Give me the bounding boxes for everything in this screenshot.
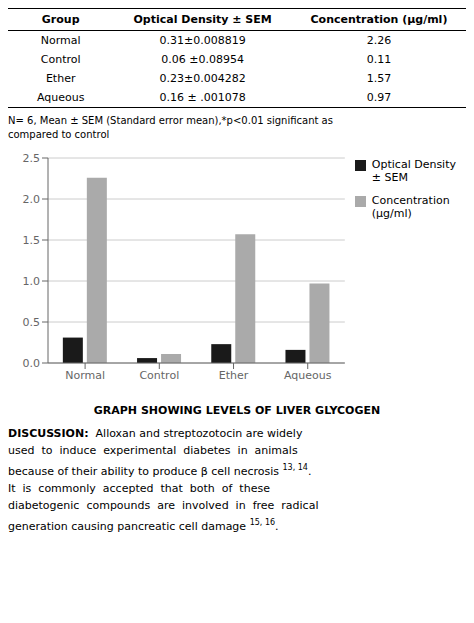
html-text:compared to control: compared to control	[8, 129, 110, 140]
svg-text:0.0: 0.0	[23, 357, 41, 370]
html-text:1.57: 1.57	[366, 72, 392, 85]
svg-text:Aqueous: Aqueous	[284, 369, 332, 382]
html-text:Aqueous: Aqueous	[36, 91, 85, 104]
svg-text:2.5: 2.5	[23, 152, 41, 165]
html-text:2.26: 2.26	[366, 34, 392, 47]
html-text:0.06 ±0.08954: 0.06 ±0.08954	[161, 53, 244, 66]
html-text:DISCUSSION: Alloxan and strept: DISCUSSION: Alloxan and streptozotocin a…	[8, 427, 303, 440]
html-text:0.23±0.004282: 0.23±0.004282	[159, 72, 246, 85]
html-text:0.16 ± .001078: 0.16 ± .001078	[159, 91, 246, 104]
svg-text:Ether: Ether	[219, 369, 249, 382]
html-text:generation causing pancreatic: generation causing pancreatic cell damag…	[8, 517, 279, 533]
html-text:GRAPH SHOWING LEVELS OF LIVER: GRAPH SHOWING LEVELS OF LIVER GLYCOGEN	[93, 404, 381, 417]
svg-text:1.5: 1.5	[23, 234, 41, 247]
svg-text:Normal: Normal	[65, 369, 105, 382]
html-text:Concentration (µg/ml): Concentration (µg/ml)	[371, 194, 450, 220]
html-text:Group: Group	[41, 13, 80, 26]
html-text:Normal: Normal	[40, 34, 81, 47]
html-text:Concentration (µg/ml): Concentration (µg/ml)	[310, 13, 448, 26]
html-text:0.97: 0.97	[366, 91, 392, 104]
html-text:Control: Control	[40, 53, 81, 66]
html-text:0.31±0.008819: 0.31±0.008819	[159, 34, 246, 47]
svg-text:2.0: 2.0	[23, 193, 41, 206]
html-text:It is commonly accepted that b: It is commonly accepted that both of the…	[8, 481, 270, 495]
html-text:N= 6, Mean ± SEM (Standard err: N= 6, Mean ± SEM (Standard error mean),*…	[8, 115, 333, 126]
html-text:because of their ability to pr: because of their ability to produce β ce…	[8, 463, 312, 478]
html-text:Ether: Ether	[45, 72, 76, 85]
html-text:Optical Density ± SEM: Optical Density ± SEM	[133, 13, 272, 26]
html-text:Optical Density ± SEM: Optical Density ± SEM	[371, 158, 456, 184]
svg-text:1.0: 1.0	[23, 275, 41, 288]
html-text:0.11: 0.11	[366, 53, 392, 66]
svg-text:Control: Control	[139, 369, 179, 382]
svg-text:0.5: 0.5	[23, 316, 41, 329]
html-text:diabetogenic compounds are inv: diabetogenic compounds are involved in f…	[8, 498, 319, 512]
html-text:used to induce experimental di: used to induce experimental diabetes in …	[8, 444, 298, 457]
